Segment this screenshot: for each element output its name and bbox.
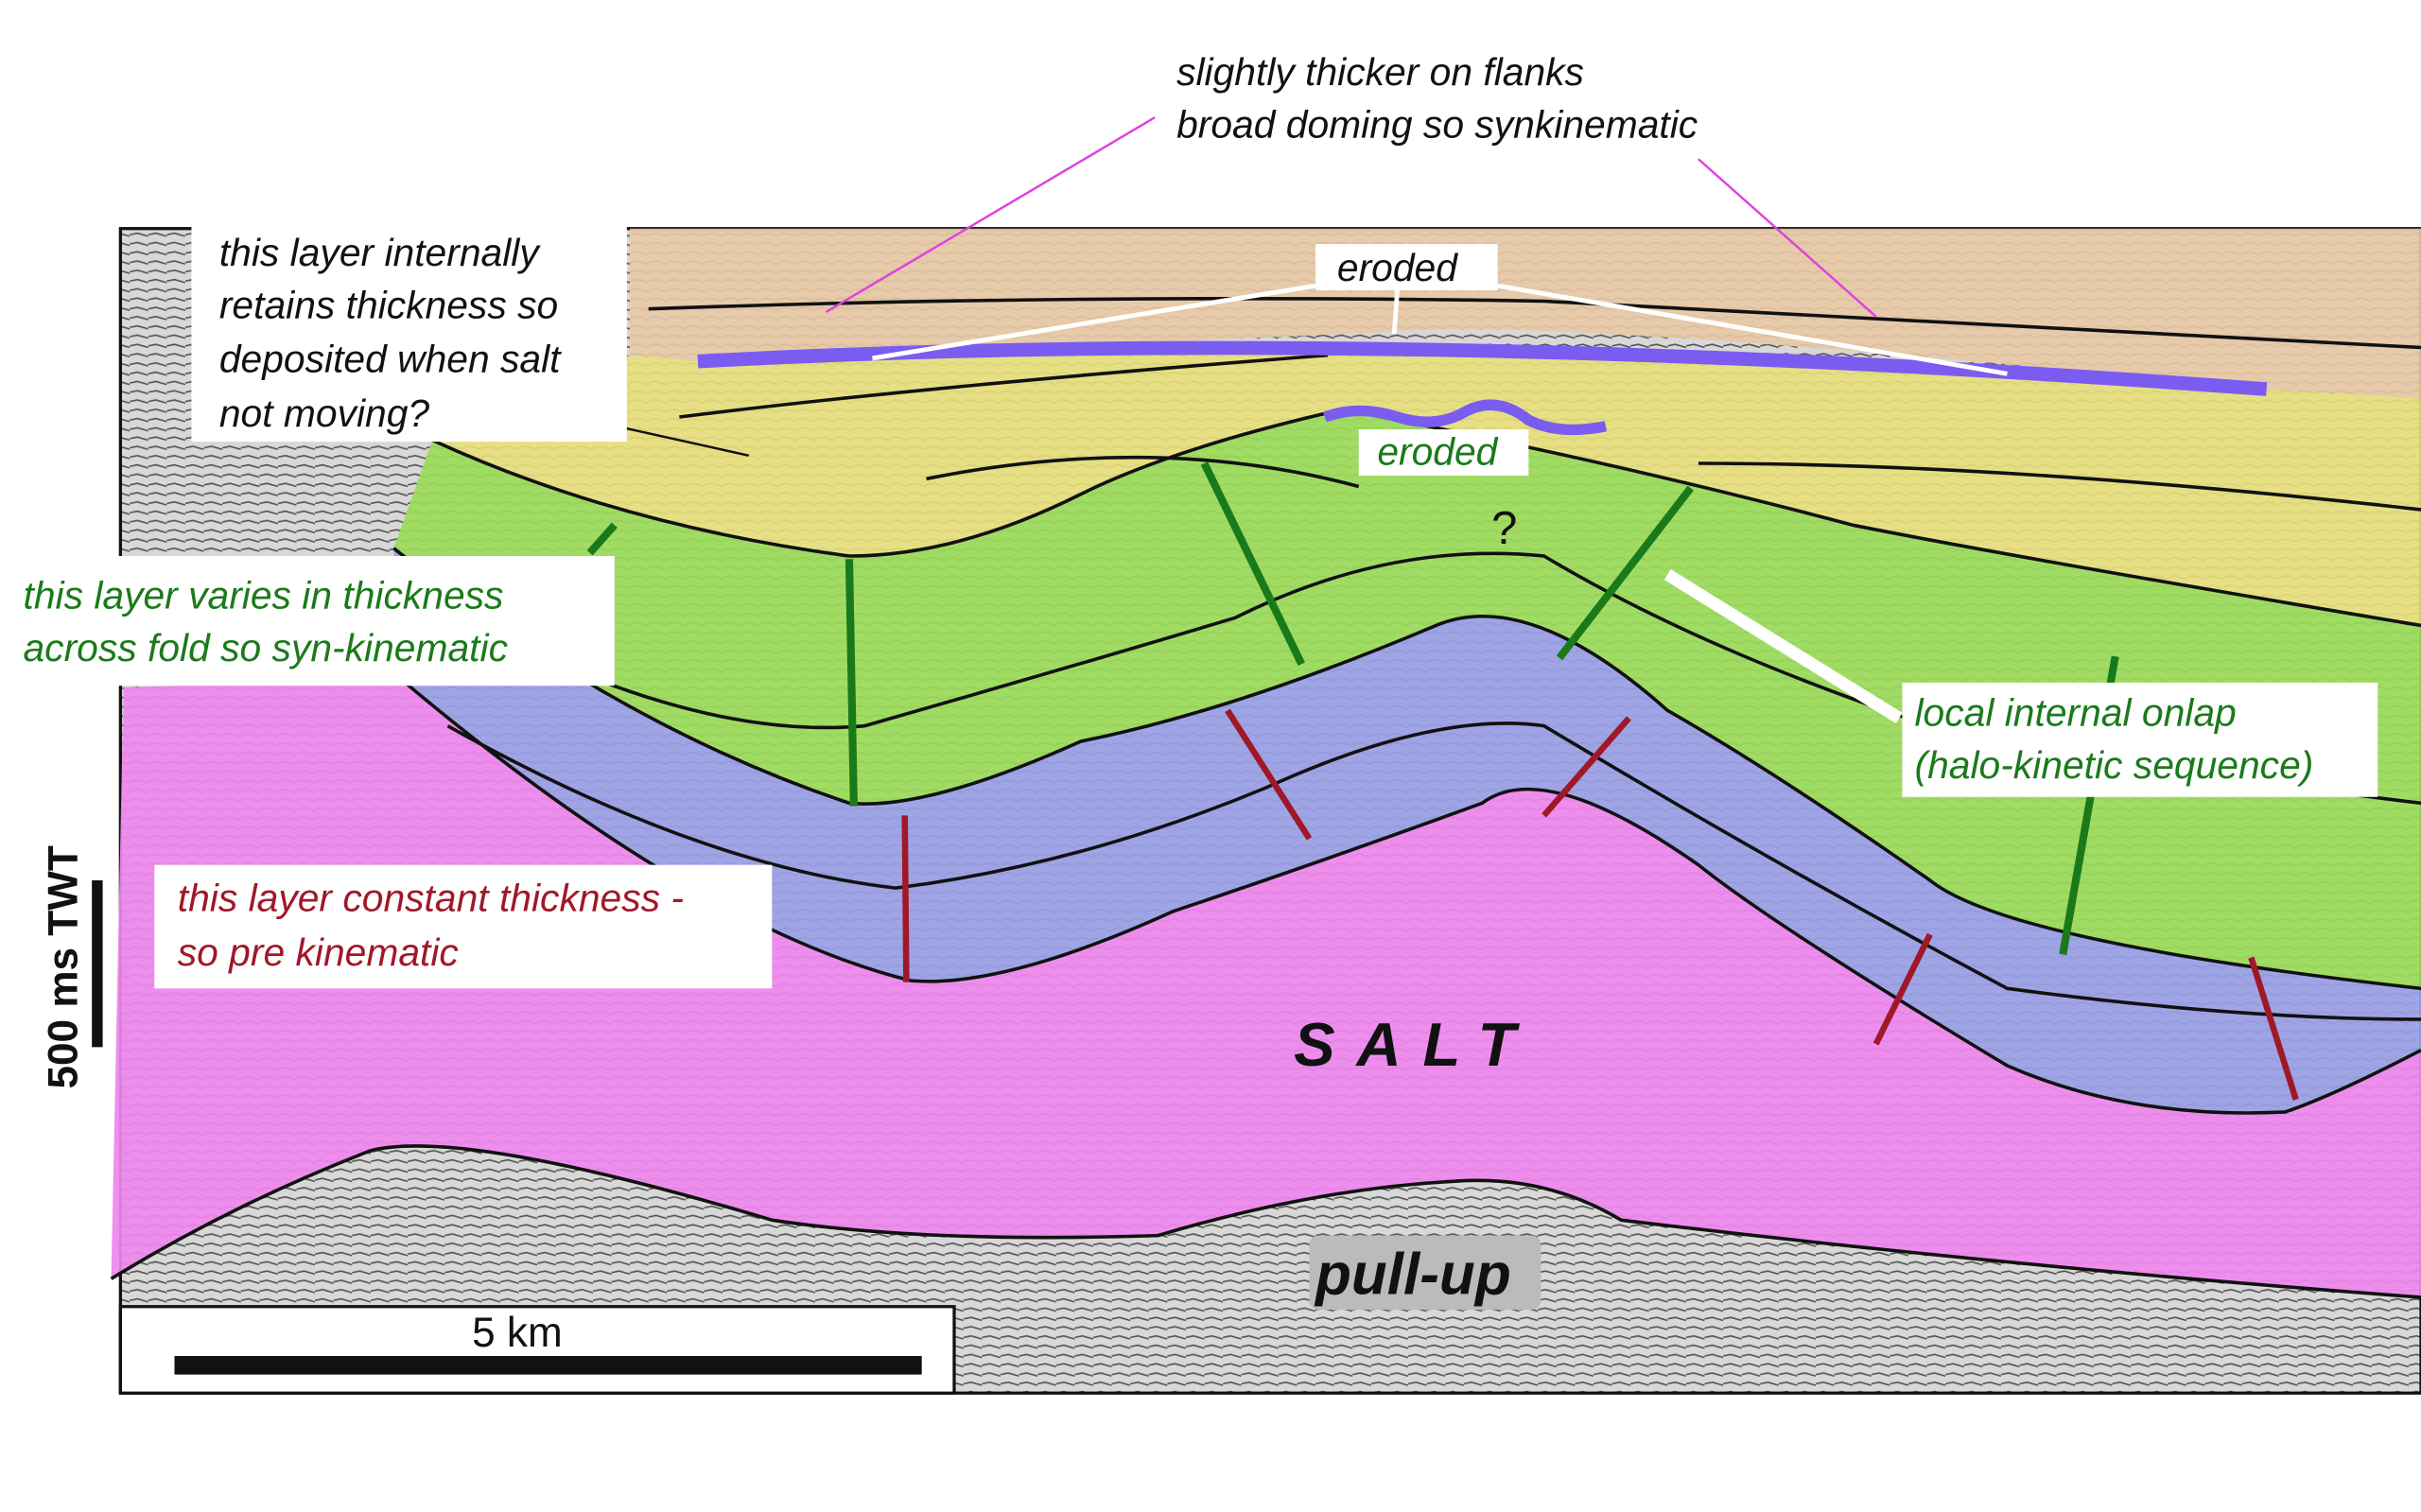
horizon xyxy=(648,296,2421,512)
erosion-surface xyxy=(1322,399,1608,436)
horizontal-scale-bar xyxy=(174,1356,922,1375)
note-box xyxy=(1902,682,2378,797)
horizon xyxy=(110,1144,2421,1299)
note-text: not moving? xyxy=(219,391,430,435)
note-box xyxy=(1358,429,1529,477)
pull-up-label: pull-up xyxy=(1314,1243,1511,1308)
horizontal-scale-label: 5 km xyxy=(472,1310,563,1356)
leader-line xyxy=(825,116,1877,318)
note-text: broad doming so synkinematic xyxy=(1176,102,1698,146)
vertical-scale-label: 500 ms TWT xyxy=(41,845,87,1088)
horizon xyxy=(446,721,2421,1021)
note-box xyxy=(191,222,627,443)
note-box xyxy=(0,555,615,686)
label: eroded xyxy=(1337,246,1458,289)
note-text: so pre kinematic xyxy=(178,930,459,974)
thickness-lines xyxy=(901,708,2299,1101)
yellow-layer xyxy=(416,347,2421,626)
label: ? xyxy=(1491,503,1517,554)
tan-layer xyxy=(630,228,2421,399)
horizon xyxy=(400,678,2421,1115)
note-text: this layer constant thickness - xyxy=(178,877,684,920)
note-text: deposited when salt xyxy=(219,338,562,381)
scale-box xyxy=(118,1305,956,1395)
label: eroded xyxy=(1377,430,1498,474)
note-box xyxy=(1309,1235,1541,1311)
leader-line xyxy=(872,283,2008,724)
note-text: retains thickness so xyxy=(219,283,558,326)
note-text: slightly thicker on flanks xyxy=(1176,50,1584,94)
horizon xyxy=(392,547,2421,991)
note-box xyxy=(154,864,773,989)
note-text: this layer varies in thickness xyxy=(23,574,503,617)
note-text: local internal onlap xyxy=(1914,691,2236,735)
note-box xyxy=(1315,244,1498,291)
note-text: across fold so syn-kinematic xyxy=(23,626,508,669)
note-text: (halo-kinetic sequence) xyxy=(1914,743,2313,787)
salt-body xyxy=(111,679,2421,1297)
salt-label: SALT xyxy=(1294,1010,1537,1079)
note-text: this layer internally xyxy=(219,231,542,274)
horizon xyxy=(431,407,2421,628)
